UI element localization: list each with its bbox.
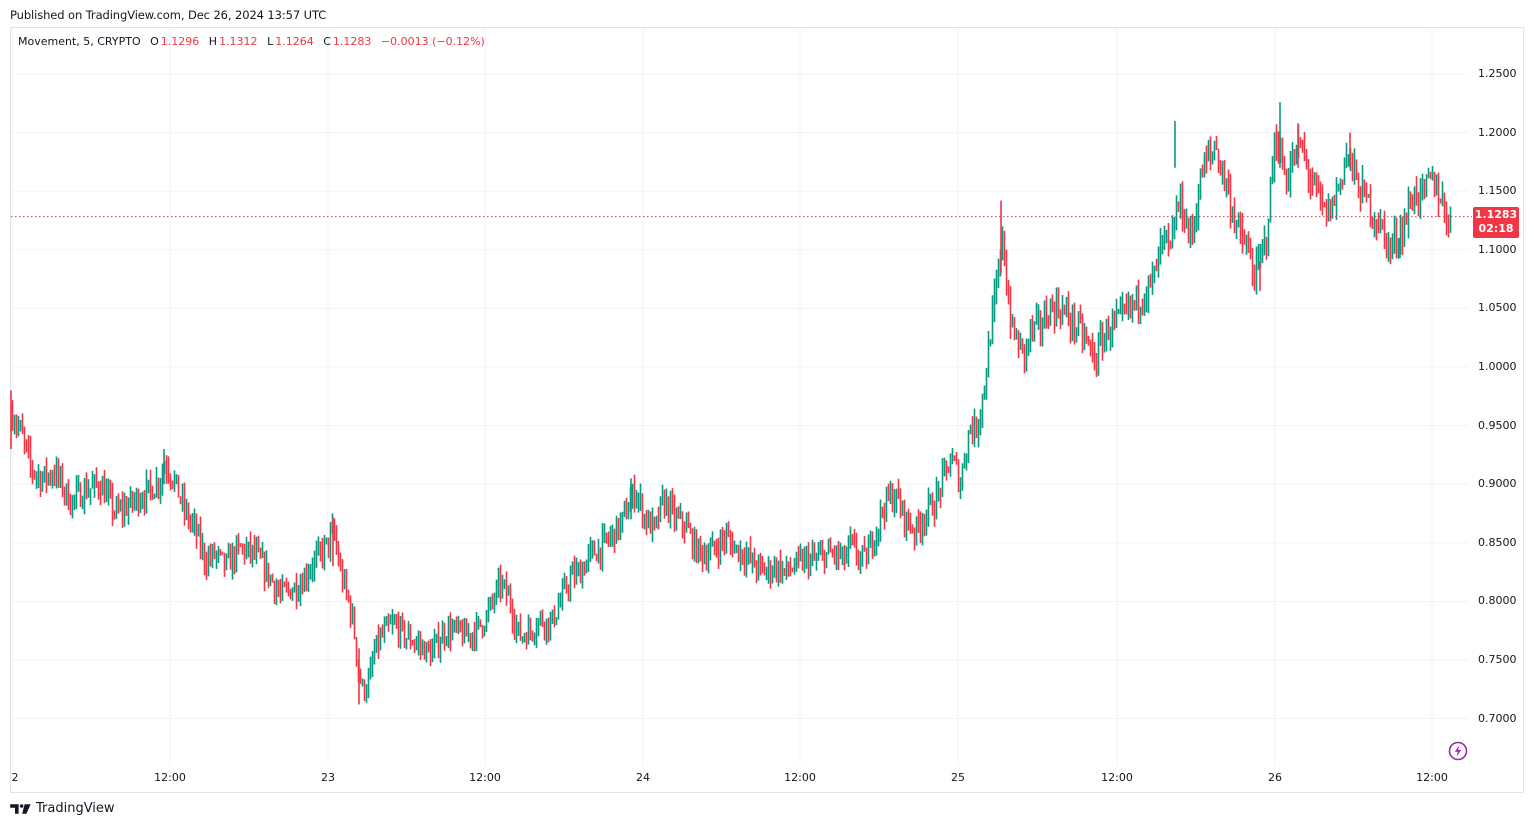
price-tick-label: 1.0000 (1478, 360, 1517, 373)
tradingview-brand: TradingView (36, 801, 115, 816)
price-tick-label: 0.7000 (1478, 711, 1517, 725)
close-label: C (323, 35, 331, 48)
time-tick-label: 12:00 (469, 771, 501, 784)
tradingview-logo-icon (10, 803, 31, 814)
price-tick-label: 1.1500 (1478, 184, 1517, 198)
time-tick-label: 26 (1268, 771, 1282, 784)
time-tick-label: 12:00 (1416, 771, 1448, 784)
low-label: L (267, 35, 274, 48)
time-tick-label: 12:00 (1101, 771, 1133, 784)
ohlc-legend: Movement, 5, CRYPTO O 1.1296 H 1.1312 L 1.1… (18, 35, 487, 48)
chart-frame[interactable] (10, 27, 1524, 793)
time-tick-label: 2 (11, 771, 19, 784)
change-value: −0.0013 (−0.12%) (380, 35, 485, 48)
symbol-title[interactable]: Movement, 5, CRYPTO (18, 35, 141, 48)
price-tick-label: 1.2500 (1478, 67, 1517, 80)
open-label: O (150, 35, 159, 48)
price-tick-label: 1.0500 (1478, 301, 1517, 315)
time-tick-label: 23 (321, 771, 335, 784)
close-value: 1.1283 (332, 35, 372, 48)
price-tick-label: 0.9500 (1478, 418, 1517, 432)
price-tick-label: 0.7500 (1478, 653, 1517, 666)
time-tick-label: 12:00 (154, 771, 186, 784)
price-tick-label: 1.2000 (1478, 125, 1517, 139)
current-price-badge: 1.1283 02:18 (1473, 207, 1519, 238)
lightning-bolt-icon[interactable] (1448, 741, 1468, 761)
open-value: 1.1296 (160, 35, 200, 48)
bar-countdown: 02:18 (1478, 222, 1514, 235)
low-value: 1.1264 (275, 35, 314, 48)
time-tick-label: 12:00 (784, 771, 816, 784)
high-value: 1.1312 (219, 35, 258, 48)
time-tick-label: 25 (951, 771, 965, 784)
time-tick-label: 24 (636, 771, 650, 784)
current-price-value: 1.1283 (1474, 208, 1518, 221)
price-tick-label: 0.9000 (1478, 477, 1517, 491)
price-tick-label: 1.1000 (1478, 242, 1517, 256)
price-tick-label: 0.8000 (1478, 594, 1517, 608)
tradingview-footer[interactable]: TradingView (10, 801, 115, 816)
published-note: Published on TradingView.com, Dec 26, 20… (10, 8, 327, 22)
high-label: H (208, 35, 218, 48)
price-tick-label: 0.8500 (1478, 535, 1517, 549)
